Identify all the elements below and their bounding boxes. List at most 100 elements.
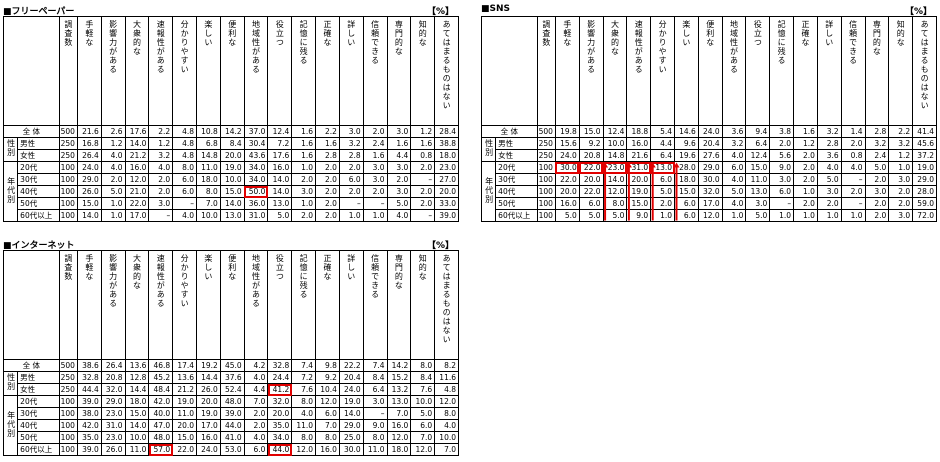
data-cell: 12.0 [697, 209, 723, 222]
column-header-label: 調査数 [541, 20, 551, 47]
column-header-label: 大衆的な [132, 20, 142, 56]
data-cell: 10.0 [196, 209, 221, 222]
column-header-label: 分かりやすい [180, 254, 190, 308]
data-cell: 47.0 [148, 419, 174, 432]
data-cell: 4.4 [243, 383, 269, 396]
data-table: 調査数 手軽な 影響力がある 大衆的な 速報性がある 分かりやすい 楽しい 便利な 地域性がある… [2, 16, 459, 222]
table-row: 30代 100 22.0 20.0 14.0 20.0 6.0 18.0 30.0 4.0 11.0… [482, 173, 937, 186]
group-label-sex: 性別 [2, 371, 19, 396]
row-label: 20代 [17, 161, 60, 174]
corner-cell [481, 16, 538, 126]
row-label: 20代 [495, 161, 538, 174]
data-cell: 2.0 [362, 185, 388, 198]
data-cell: 8.4 [362, 371, 388, 384]
data-cell: 53.0 [219, 443, 245, 456]
data-cell: 10.0 [219, 173, 245, 186]
column-header-label: 分かりやすい [658, 20, 668, 74]
data-cell: 9.4 [745, 125, 771, 138]
data-cell: 1.6 [362, 149, 388, 162]
table-row: 60代以上 100 5.0 5.0 5.0 9.0 1.0 6.0 12.0 1.0 5.0 1.0 1… [482, 209, 937, 222]
column-header: 専門的な [386, 250, 412, 360]
data-cell: 20.8 [578, 149, 604, 162]
data-cell: 4.0 [172, 209, 198, 222]
row-label: 男性 [495, 137, 538, 150]
data-cell: 14.0 [124, 419, 150, 432]
data-cell: 3.0 [386, 185, 412, 198]
column-header-label: 正確な [322, 254, 332, 281]
data-cell: 10.0 [434, 431, 459, 444]
column-header: 地域性がある [721, 16, 747, 126]
column-header-label: 知的な [418, 20, 428, 47]
group-label-text: 年代別 [484, 176, 494, 204]
data-cell: 7.6 [291, 383, 317, 396]
data-cell: 8.0 [410, 359, 436, 372]
data-cell: 500 [58, 125, 78, 138]
column-header-label: 詳しい [824, 20, 834, 47]
data-cell: 1.6 [291, 137, 317, 150]
column-header: 速報性がある [626, 16, 652, 126]
data-cell: 100 [58, 431, 78, 444]
data-cell: – [769, 197, 795, 210]
column-header-label: 役立つ [753, 20, 763, 47]
data-cell: 250 [58, 371, 78, 384]
data-cell: 7.0 [243, 395, 269, 408]
data-cell: 22.2 [338, 359, 364, 372]
row-label: 30代 [495, 173, 538, 186]
data-cell: 28.4 [434, 125, 459, 138]
row-label: 60代以上 [17, 209, 60, 222]
data-cell: 15.0 [172, 431, 198, 444]
data-cell: 1.0 [100, 197, 126, 210]
data-cell: 8.0 [362, 431, 388, 444]
data-cell: 34.0 [243, 161, 269, 174]
panel-sns: SNS 【%】 調査数 手軽な 影響力がある 大衆的な 速報性がある 分かりやすい 楽しい 便… [480, 4, 939, 226]
data-cell: 3.0 [745, 197, 771, 210]
data-cell: 250 [536, 137, 556, 150]
column-header: 楽しい [196, 16, 221, 126]
data-cell: 2.0 [315, 197, 340, 210]
data-cell: 48.4 [148, 383, 174, 396]
data-cell: 20.0 [578, 173, 604, 186]
data-cell: 32.0 [100, 383, 126, 396]
data-cell: 3.0 [148, 197, 174, 210]
data-cell: 7.0 [386, 407, 412, 420]
column-header-label: 手軽な [84, 20, 94, 47]
data-cell: 10.0 [410, 395, 436, 408]
data-cell: 250 [58, 383, 78, 396]
column-header-label: 記憶に残る [299, 20, 309, 65]
column-header-label: 手軽な [562, 20, 572, 47]
column-header: 役立つ [267, 16, 293, 126]
data-cell: 2.0 [793, 173, 818, 186]
unit-label: 【%】 [427, 7, 455, 17]
data-cell: 21.6 [76, 125, 102, 138]
column-header: 地域性がある [243, 16, 269, 126]
data-cell: 16.0 [315, 443, 340, 456]
data-cell: 24.0 [697, 125, 723, 138]
data-cell: 35.0 [76, 431, 102, 444]
column-header-label: 詳しい [346, 20, 356, 47]
data-cell: 20.4 [338, 371, 364, 384]
data-cell: 45.6 [912, 137, 937, 150]
group-label-text: 性別 [6, 373, 16, 391]
data-cell: 3.0 [386, 161, 412, 174]
column-header: 便利な [219, 250, 245, 360]
table-row: 年代別 20代 100 39.0 29.0 18.0 42.0 19.0 20.0 48.0 7.0… [2, 395, 459, 456]
data-cell: 24.0 [196, 443, 221, 456]
data-cell: 24.0 [76, 161, 102, 174]
data-cell: 39.0 [76, 395, 102, 408]
data-cell: 16.0 [386, 419, 412, 432]
data-cell: 5.0 [745, 209, 771, 222]
data-cell: 4.0 [434, 419, 459, 432]
data-cell: 14.0 [76, 209, 102, 222]
data-cell: 15.0 [578, 125, 604, 138]
data-cell: 1.2 [410, 125, 436, 138]
panel-internet: インターネット 【%】 調査数 手軽な 影響力がある 大衆的な 速報性がある 分かりやすい… [2, 238, 461, 460]
data-cell: 4.0 [386, 209, 412, 222]
data-cell: 3.2 [721, 137, 747, 150]
data-cell: 18.0 [434, 149, 459, 162]
data-cell: 14.2 [386, 359, 412, 372]
data-cell: 11.0 [172, 407, 198, 420]
data-cell: 12.8 [124, 371, 150, 384]
data-cell: 16.0 [124, 161, 150, 174]
data-cell: 8.0 [196, 185, 221, 198]
corner-cell [3, 250, 60, 360]
